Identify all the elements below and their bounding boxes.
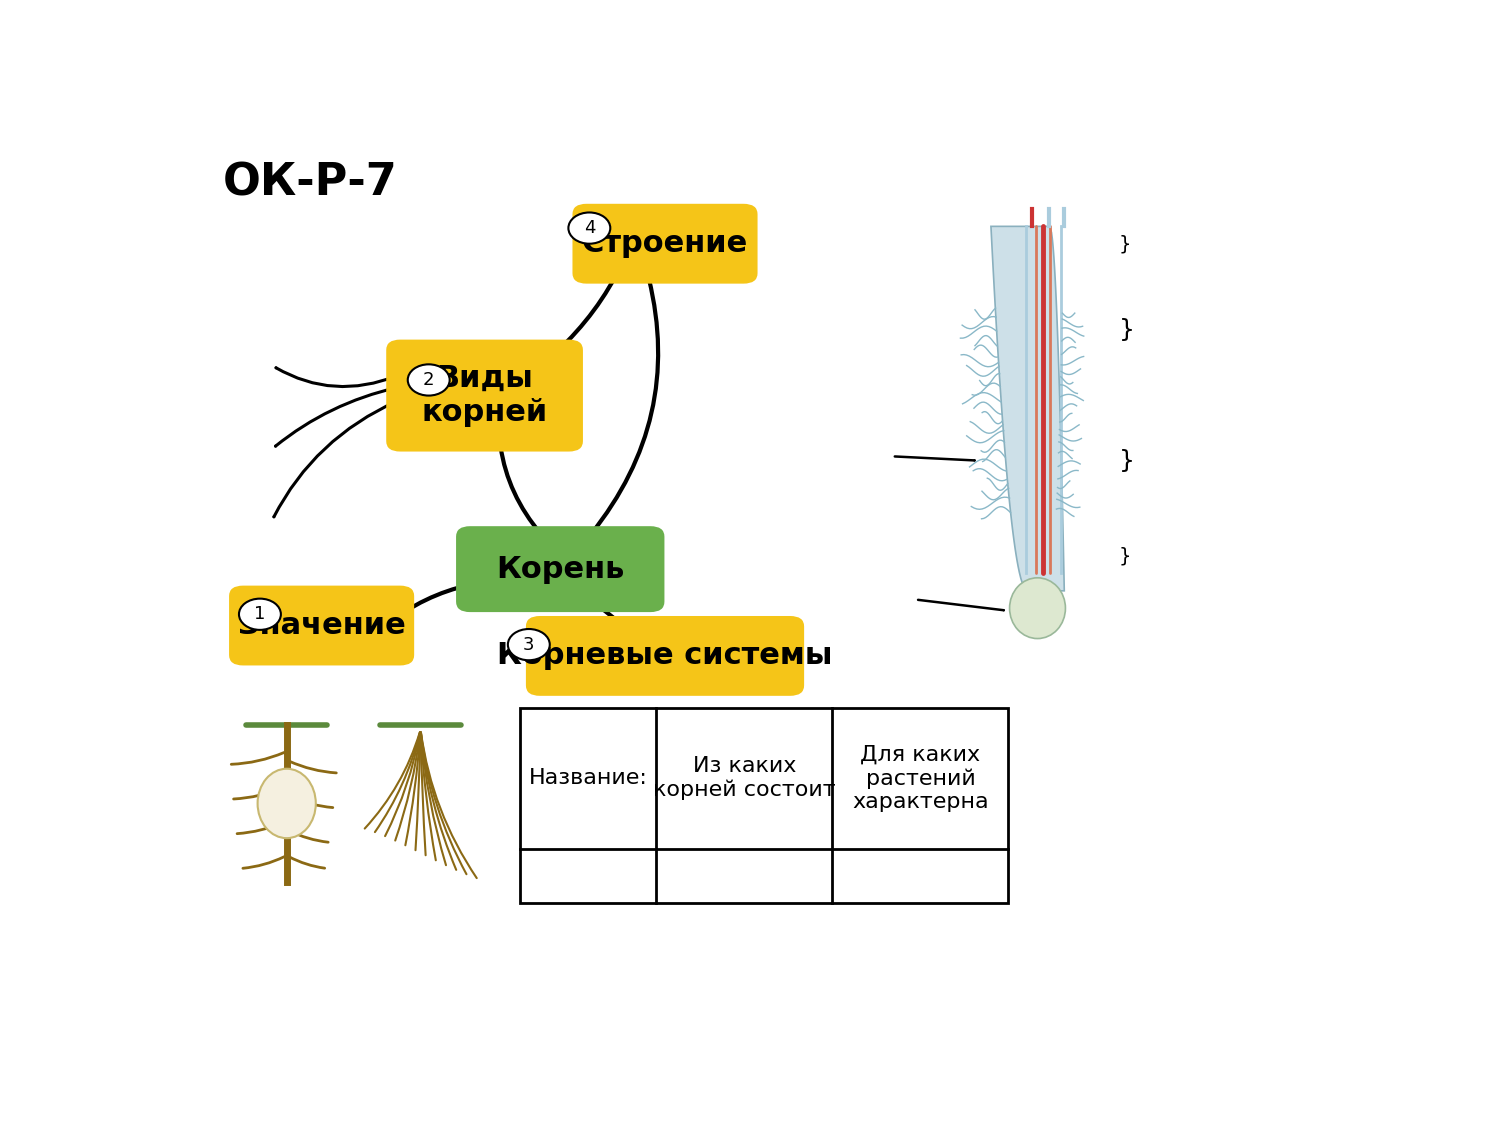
FancyArrowPatch shape [595,603,619,622]
Text: }: } [1119,449,1136,472]
Text: Виды
корней: Виды корней [422,364,548,427]
FancyBboxPatch shape [386,339,583,452]
FancyArrowPatch shape [895,456,975,461]
Circle shape [407,364,449,396]
FancyBboxPatch shape [230,586,415,665]
FancyArrowPatch shape [275,388,397,446]
Text: Строение: Строение [581,229,748,258]
Circle shape [508,629,550,660]
Text: ОК-Р-7: ОК-Р-7 [222,161,398,204]
Ellipse shape [1009,578,1065,639]
Text: Название:: Название: [529,769,647,788]
Text: }: } [1119,234,1131,254]
Text: }: } [1119,547,1131,566]
FancyArrowPatch shape [592,279,658,534]
FancyBboxPatch shape [457,526,664,612]
FancyArrowPatch shape [918,600,1003,610]
FancyBboxPatch shape [572,204,757,284]
Text: 1: 1 [254,605,266,623]
Text: 2: 2 [424,371,434,389]
Text: Для каких
растений
характерна: Для каких растений характерна [852,745,988,811]
Text: }: } [1119,319,1136,343]
Text: Из каких
корней состоит: Из каких корней состоит [653,756,835,800]
FancyArrowPatch shape [406,580,494,611]
Text: Корневые системы: Корневые системы [497,641,832,671]
Text: 4: 4 [584,219,595,237]
Text: Корень: Корень [496,554,625,584]
FancyArrowPatch shape [500,446,541,534]
Bar [520,708,1008,903]
FancyArrowPatch shape [556,264,622,352]
FancyBboxPatch shape [526,616,804,695]
Circle shape [239,598,281,630]
Text: 3: 3 [523,636,535,654]
Text: Значение: Значение [237,611,406,640]
FancyArrowPatch shape [276,367,397,387]
Ellipse shape [258,769,315,838]
Polygon shape [991,227,1065,591]
Circle shape [568,213,610,243]
FancyArrowPatch shape [273,401,397,517]
